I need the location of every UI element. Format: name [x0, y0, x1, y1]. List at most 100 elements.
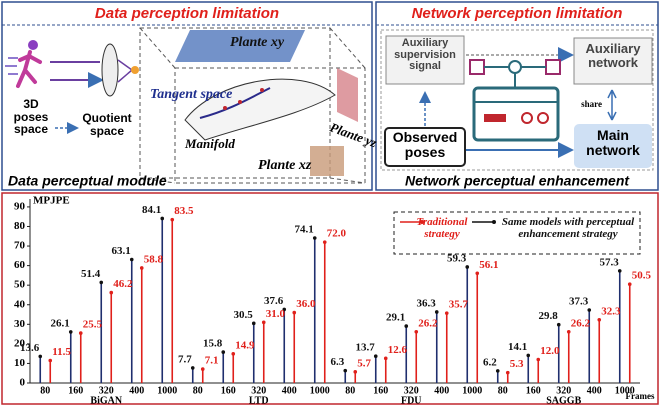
value-label: 32.3 — [601, 305, 621, 317]
dot — [597, 318, 601, 322]
runner-icon — [5, 40, 40, 86]
dot — [292, 311, 296, 315]
y-tick-label: 40 — [14, 298, 26, 310]
value-label: 5.3 — [510, 358, 524, 370]
label: Auxiliary supervision signal — [386, 38, 464, 73]
y-axis-label: MPJPE — [33, 195, 70, 207]
y-tick-label: 60 — [14, 259, 26, 271]
legend-label: Traditional strategy — [412, 216, 472, 240]
label: Main network — [574, 128, 652, 157]
value-label: 25.5 — [83, 319, 103, 331]
x-tick-label: 160 — [68, 385, 83, 396]
x-tick-label: 1000 — [157, 385, 177, 396]
value-label: 7.1 — [205, 355, 219, 367]
value-label: 50.5 — [632, 270, 652, 282]
dot — [109, 291, 113, 295]
label: Manifold — [184, 136, 235, 151]
x-tick-label: 400 — [282, 385, 297, 396]
plane-yz — [337, 68, 358, 122]
dot — [252, 322, 256, 326]
plane-xz — [310, 146, 344, 176]
legend-label: Same models with perceptual enhancement … — [470, 216, 638, 240]
x-tick-label: 80 — [345, 385, 355, 396]
value-label: 59.3 — [447, 253, 467, 265]
value-label: 13.6 — [20, 342, 40, 354]
value-label: 37.6 — [264, 295, 284, 307]
group-label: FDU — [401, 395, 422, 406]
value-label: 37.3 — [569, 296, 589, 308]
dot — [445, 311, 449, 315]
value-label: 35.7 — [449, 299, 469, 311]
dot — [140, 266, 144, 270]
value-label: 63.1 — [112, 245, 131, 257]
arrow — [118, 60, 132, 82]
dot — [506, 371, 510, 375]
y-tick-label: 50 — [14, 279, 26, 291]
dot — [384, 357, 388, 361]
value-label: 46.2 — [113, 278, 133, 290]
y-tick-label: 0 — [20, 377, 26, 389]
x-tick-label: 400 — [434, 385, 449, 396]
dot — [587, 308, 591, 312]
dot — [374, 354, 378, 358]
x-tick-label: 400 — [587, 385, 602, 396]
arrow — [608, 90, 616, 120]
x-tick-label: 400 — [129, 385, 144, 396]
value-label: 15.8 — [203, 338, 223, 350]
value-label: 13.7 — [356, 342, 376, 354]
x-tick-label: 80 — [40, 385, 50, 396]
dot — [221, 350, 225, 354]
dot — [191, 366, 195, 370]
label: Tangent space — [150, 87, 232, 102]
dot — [628, 282, 632, 286]
value-label: 36.3 — [417, 298, 437, 310]
dot — [435, 310, 439, 314]
value-label: 56.1 — [479, 259, 498, 271]
value-label: 74.1 — [295, 224, 314, 236]
group-label: LTD — [249, 395, 269, 406]
value-label: 14.1 — [508, 341, 527, 353]
value-label: 84.1 — [142, 204, 161, 216]
arrow — [50, 62, 100, 80]
x-tick-label: 160 — [373, 385, 388, 396]
dot — [567, 330, 571, 334]
dot — [79, 331, 83, 335]
y-tick-label: 90 — [14, 200, 26, 212]
y-tick-label: 70 — [14, 240, 26, 252]
focus — [131, 66, 139, 74]
value-label: 26.2 — [418, 317, 438, 329]
value-label: 30.5 — [234, 309, 254, 321]
dot — [38, 355, 42, 359]
y-tick-label: 10 — [14, 357, 26, 369]
value-label: 6.2 — [483, 356, 497, 368]
dot — [526, 354, 530, 358]
value-label: 26.1 — [51, 317, 70, 329]
dot — [130, 258, 134, 262]
dot — [475, 271, 479, 275]
value-label: 36.0 — [296, 298, 316, 310]
lens — [102, 44, 118, 96]
dot — [313, 236, 317, 240]
dot — [231, 352, 235, 356]
value-label: 51.4 — [81, 268, 101, 280]
value-label: 83.5 — [174, 205, 194, 217]
dot — [170, 218, 174, 222]
value-label: 29.1 — [386, 312, 405, 324]
value-label: 31.0 — [266, 308, 286, 320]
y-tick-label: 30 — [14, 318, 26, 330]
value-label: 7.7 — [178, 353, 192, 365]
value-label: 29.8 — [539, 310, 559, 322]
dot — [618, 269, 622, 273]
label: 3D poses space — [8, 98, 54, 136]
module-label: Data perceptual module — [8, 173, 167, 189]
enhancement-label: Network perceptual enhancement — [405, 173, 630, 189]
dot — [353, 370, 357, 374]
x-tick-label: 160 — [526, 385, 541, 396]
dot — [414, 330, 418, 334]
x-tick-label: 1000 — [462, 385, 482, 396]
panel-title: Network perception limitation — [412, 5, 623, 22]
dot — [69, 330, 73, 334]
value-label: 12.0 — [540, 345, 560, 357]
server-icon — [470, 60, 560, 140]
